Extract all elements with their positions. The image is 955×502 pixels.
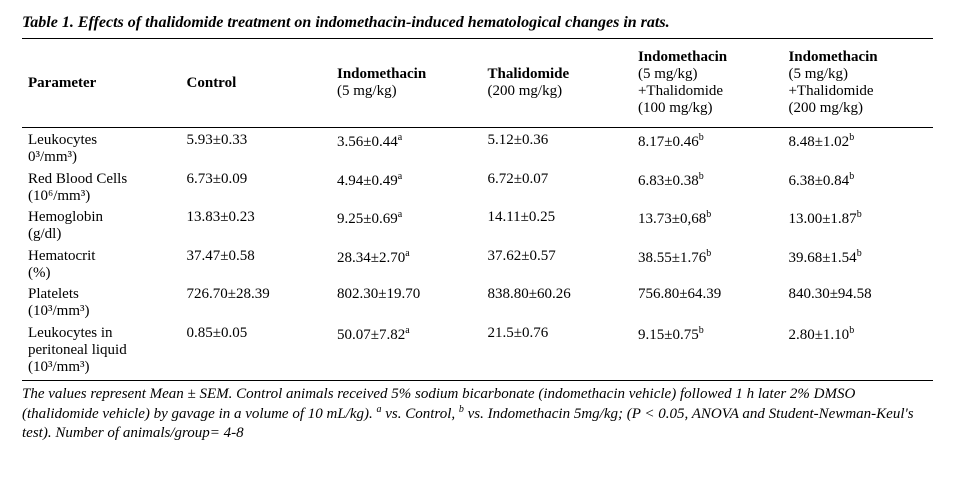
col-it200-sub: (5 mg/kg) +Thalidomide (200 mg/kg) [788, 66, 927, 117]
col-indo-label: Indomethacin [337, 66, 426, 82]
col-indo-sub: (5 mg/kg) [337, 83, 475, 100]
data-table: Parameter Control Indomethacin (5 mg/kg)… [22, 41, 933, 378]
col-thalidomide: Thalidomide (200 mg/kg) [481, 41, 631, 125]
value-cell: 21.5±0.76 [481, 323, 631, 379]
table-body: Leukocytes0³/mm³)5.93±0.333.56±0.44a5.12… [22, 130, 933, 378]
value-cell: 13.00±1.87b [782, 207, 933, 246]
col-thal-sub: (200 mg/kg) [487, 83, 625, 100]
col-indo-thal200: Indomethacin (5 mg/kg) +Thalidomide (200… [782, 41, 933, 125]
param-cell: Leukocytes inperitoneal liquid(10³/mm³) [22, 323, 181, 379]
value-cell: 5.12±0.36 [481, 130, 631, 169]
value-cell: 3.56±0.44a [331, 130, 481, 169]
value-cell: 4.94±0.49a [331, 169, 481, 208]
param-cell: Hematocrit(%) [22, 246, 181, 285]
value-cell: 28.34±2.70a [331, 246, 481, 285]
value-cell: 8.17±0.46b [632, 130, 782, 169]
param-cell: Hemoglobin(g/dl) [22, 207, 181, 246]
value-cell: 6.83±0.38b [632, 169, 782, 208]
value-cell: 39.68±1.54b [782, 246, 933, 285]
col-indomethacin: Indomethacin (5 mg/kg) [331, 41, 481, 125]
value-cell: 14.11±0.25 [481, 207, 631, 246]
rule-top [22, 38, 933, 39]
col-control: Control [181, 41, 331, 125]
footnote-mid: vs. Control, [382, 406, 459, 422]
value-cell: 8.48±1.02b [782, 130, 933, 169]
value-cell: 6.72±0.07 [481, 169, 631, 208]
col-it200-label: Indomethacin [788, 49, 877, 65]
table-row: Hemoglobin(g/dl)13.83±0.239.25±0.69a14.1… [22, 207, 933, 246]
col-indo-thal100: Indomethacin (5 mg/kg) +Thalidomide (100… [632, 41, 782, 125]
value-cell: 13.83±0.23 [181, 207, 331, 246]
value-cell: 38.55±1.76b [632, 246, 782, 285]
col-parameter: Parameter [22, 41, 181, 125]
value-cell: 2.80±1.10b [782, 323, 933, 379]
table-row: Leukocytes0³/mm³)5.93±0.333.56±0.44a5.12… [22, 130, 933, 169]
value-cell: 726.70±28.39 [181, 284, 331, 323]
col-it100-sub: (5 mg/kg) +Thalidomide (100 mg/kg) [638, 66, 776, 117]
param-cell: Platelets(10³/mm³) [22, 284, 181, 323]
value-cell: 838.80±60.26 [481, 284, 631, 323]
value-cell: 9.15±0.75b [632, 323, 782, 379]
value-cell: 50.07±7.82a [331, 323, 481, 379]
param-cell: Leukocytes0³/mm³) [22, 130, 181, 169]
value-cell: 6.38±0.84b [782, 169, 933, 208]
value-cell: 37.47±0.58 [181, 246, 331, 285]
value-cell: 37.62±0.57 [481, 246, 631, 285]
col-thal-label: Thalidomide [487, 66, 569, 82]
table-row: Red Blood Cells(10⁶/mm³)6.73±0.094.94±0.… [22, 169, 933, 208]
table-header: Parameter Control Indomethacin (5 mg/kg)… [22, 41, 933, 125]
table-row: Hematocrit(%)37.47±0.5828.34±2.70a37.62±… [22, 246, 933, 285]
value-cell: 9.25±0.69a [331, 207, 481, 246]
value-cell: 5.93±0.33 [181, 130, 331, 169]
col-it100-label: Indomethacin [638, 49, 727, 65]
value-cell: 840.30±94.58 [782, 284, 933, 323]
table-row: Leukocytes inperitoneal liquid(10³/mm³)0… [22, 323, 933, 379]
table-caption: Table 1. Effects of thalidomide treatmen… [22, 14, 933, 32]
value-cell: 0.85±0.05 [181, 323, 331, 379]
param-cell: Red Blood Cells(10⁶/mm³) [22, 169, 181, 208]
value-cell: 802.30±19.70 [331, 284, 481, 323]
table-footnote: The values represent Mean ± SEM. Control… [22, 385, 933, 442]
rule-bottom [22, 380, 933, 381]
value-cell: 756.80±64.39 [632, 284, 782, 323]
value-cell: 13.73±0,68b [632, 207, 782, 246]
table-row: Platelets(10³/mm³)726.70±28.39802.30±19.… [22, 284, 933, 323]
value-cell: 6.73±0.09 [181, 169, 331, 208]
